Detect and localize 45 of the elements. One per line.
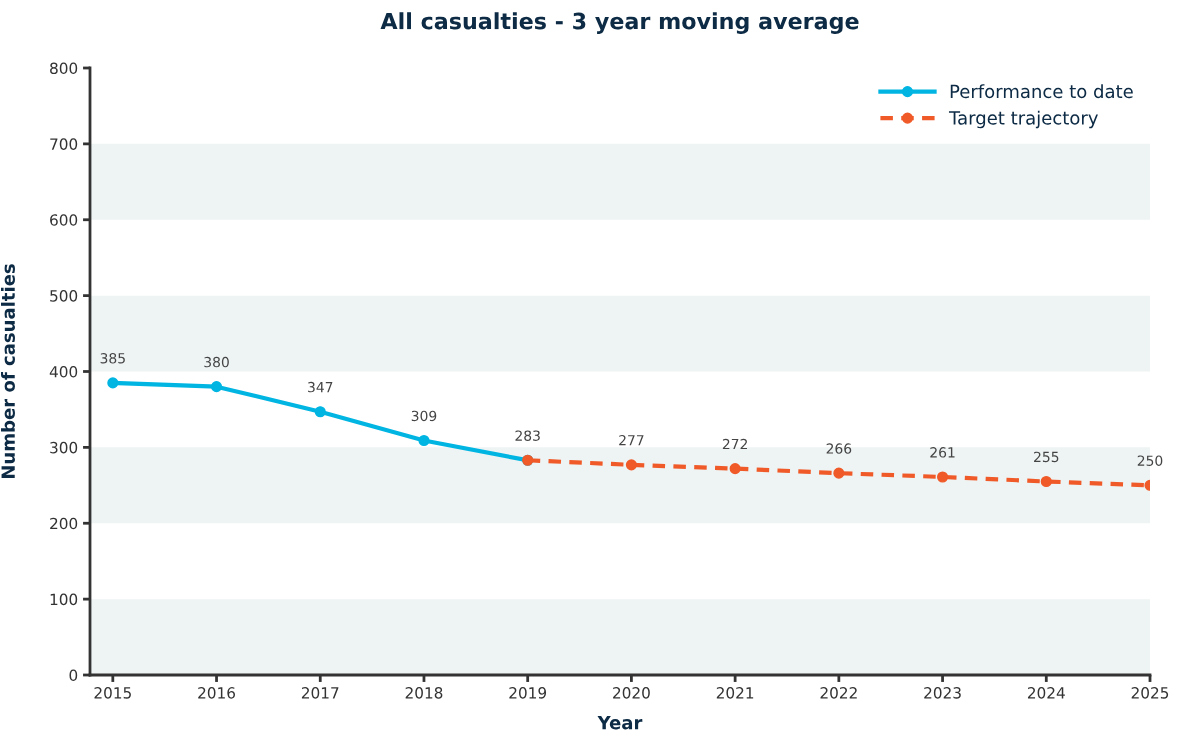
point xyxy=(210,381,223,393)
y-tick-label: 700 xyxy=(50,138,78,150)
x-tick-label: 2015 xyxy=(94,687,131,699)
data-label: 283 xyxy=(515,430,540,441)
y-axis-title: Number of casualties xyxy=(1,264,15,479)
x-axis-title: Year xyxy=(597,716,643,730)
y-tick-label: 100 xyxy=(50,593,78,606)
data-label: 309 xyxy=(411,410,437,422)
y-tick-label: 400 xyxy=(49,365,78,378)
x-tick-label: 2023 xyxy=(924,687,961,699)
y-tick-label: 600 xyxy=(50,214,78,226)
x-tick-label: 2024 xyxy=(1027,687,1065,699)
point xyxy=(314,406,326,418)
y-tick-label: 200 xyxy=(50,517,78,530)
y-tick-label: 500 xyxy=(50,290,78,302)
data-label: 261 xyxy=(930,447,955,458)
data-label: 380 xyxy=(204,356,229,368)
y-tick-label: 0 xyxy=(69,669,78,682)
point xyxy=(1040,475,1052,488)
data-label: 250 xyxy=(1137,455,1163,466)
x-tick-label: 2020 xyxy=(613,687,650,699)
data-label: 347 xyxy=(308,381,333,393)
x-tick-label: 2018 xyxy=(405,687,443,699)
point xyxy=(107,377,119,389)
x-tick-label: 2019 xyxy=(509,687,547,699)
x-tick-label: 2022 xyxy=(820,687,857,699)
data-label: 272 xyxy=(722,438,747,450)
x-tick-label: 2016 xyxy=(198,687,236,699)
legend-label: Target trajectory xyxy=(948,110,1098,129)
y-tick-label: 800 xyxy=(50,62,78,75)
y-tick-label: 300 xyxy=(50,441,78,454)
x-tick-label: 2021 xyxy=(716,687,754,699)
x-tick-label: 2025 xyxy=(1131,687,1169,699)
legend-label: Performance to date xyxy=(950,84,1133,99)
point xyxy=(625,459,637,471)
point xyxy=(418,434,430,447)
point xyxy=(937,471,949,483)
data-label: 255 xyxy=(1034,451,1059,463)
chart-title: All casualties - 3 year moving average xyxy=(380,12,859,34)
data-label: 277 xyxy=(619,434,644,446)
data-label: 266 xyxy=(826,443,852,454)
point xyxy=(729,463,741,475)
x-tick-label: 2017 xyxy=(301,687,339,699)
point xyxy=(833,467,845,479)
data-label: 385 xyxy=(100,353,125,364)
